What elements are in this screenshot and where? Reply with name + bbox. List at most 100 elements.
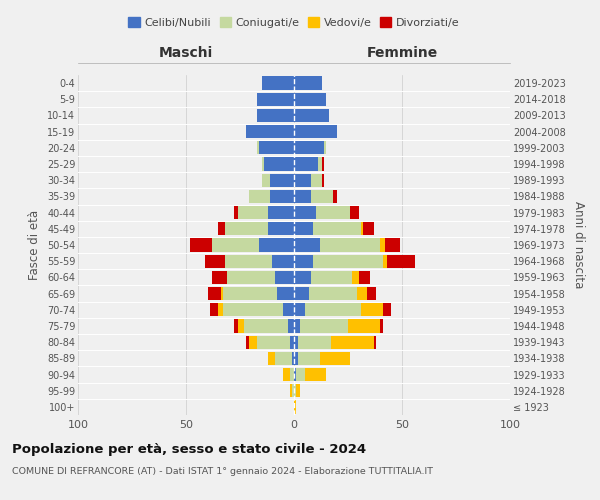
Bar [311, 190, 333, 203]
Bar [248, 336, 257, 349]
Bar [294, 206, 316, 220]
Bar [290, 336, 294, 349]
Legend: Celibi/Nubili, Coniugati/e, Vedovi/e, Divorziati/e: Celibi/Nubili, Coniugati/e, Vedovi/e, Di… [124, 12, 464, 32]
Bar [294, 270, 311, 284]
Bar [296, 368, 305, 381]
Bar [301, 320, 348, 332]
Bar [233, 320, 238, 332]
Bar [210, 303, 218, 316]
Bar [311, 270, 352, 284]
Bar [298, 352, 320, 365]
Bar [212, 270, 227, 284]
Bar [238, 320, 244, 332]
Bar [270, 174, 294, 187]
Bar [383, 303, 391, 316]
Text: Popolazione per età, sesso e stato civile - 2024: Popolazione per età, sesso e stato civil… [12, 442, 366, 456]
Bar [294, 222, 313, 235]
Bar [259, 141, 294, 154]
Bar [218, 303, 223, 316]
Bar [298, 336, 331, 349]
Bar [268, 352, 275, 365]
Bar [262, 76, 294, 90]
Bar [305, 368, 326, 381]
Bar [283, 303, 294, 316]
Bar [262, 158, 264, 170]
Bar [294, 238, 320, 252]
Bar [292, 384, 294, 398]
Bar [275, 352, 292, 365]
Bar [212, 238, 259, 252]
Bar [294, 158, 318, 170]
Bar [380, 238, 385, 252]
Bar [257, 92, 294, 106]
Bar [374, 336, 376, 349]
Bar [294, 141, 324, 154]
Bar [272, 254, 294, 268]
Bar [262, 174, 270, 187]
Bar [383, 254, 387, 268]
Bar [290, 384, 292, 398]
Bar [247, 336, 248, 349]
Bar [322, 158, 324, 170]
Bar [290, 368, 294, 381]
Bar [294, 400, 296, 413]
Bar [227, 270, 275, 284]
Bar [238, 206, 268, 220]
Bar [247, 125, 294, 138]
Bar [270, 190, 294, 203]
Bar [248, 190, 270, 203]
Bar [294, 352, 298, 365]
Bar [320, 352, 350, 365]
Text: Maschi: Maschi [159, 46, 213, 60]
Bar [294, 303, 305, 316]
Bar [352, 270, 359, 284]
Bar [296, 384, 301, 398]
Bar [356, 287, 367, 300]
Bar [316, 206, 350, 220]
Bar [264, 158, 294, 170]
Bar [225, 254, 272, 268]
Bar [294, 76, 322, 90]
Bar [294, 384, 296, 398]
Bar [294, 254, 313, 268]
Bar [283, 368, 290, 381]
Bar [294, 336, 298, 349]
Bar [333, 190, 337, 203]
Bar [294, 287, 309, 300]
Bar [223, 287, 277, 300]
Bar [233, 206, 238, 220]
Bar [387, 254, 415, 268]
Bar [324, 141, 326, 154]
Text: COMUNE DI REFRANCORE (AT) - Dati ISTAT 1° gennaio 2024 - Elaborazione TUTTITALIA: COMUNE DI REFRANCORE (AT) - Dati ISTAT 1… [12, 468, 433, 476]
Bar [221, 287, 223, 300]
Bar [361, 222, 363, 235]
Bar [318, 158, 322, 170]
Bar [294, 92, 326, 106]
Bar [350, 206, 359, 220]
Bar [331, 336, 374, 349]
Bar [275, 270, 294, 284]
Bar [259, 238, 294, 252]
Bar [190, 238, 212, 252]
Bar [277, 287, 294, 300]
Bar [322, 174, 324, 187]
Bar [268, 206, 294, 220]
Bar [257, 109, 294, 122]
Bar [294, 190, 311, 203]
Bar [205, 254, 225, 268]
Bar [363, 222, 374, 235]
Bar [359, 270, 370, 284]
Bar [208, 287, 221, 300]
Y-axis label: Anni di nascita: Anni di nascita [572, 202, 585, 288]
Bar [348, 320, 380, 332]
Bar [311, 174, 322, 187]
Bar [218, 222, 225, 235]
Bar [385, 238, 400, 252]
Bar [313, 254, 383, 268]
Bar [257, 336, 290, 349]
Bar [294, 174, 311, 187]
Bar [294, 368, 296, 381]
Bar [294, 320, 301, 332]
Bar [367, 287, 376, 300]
Bar [313, 222, 361, 235]
